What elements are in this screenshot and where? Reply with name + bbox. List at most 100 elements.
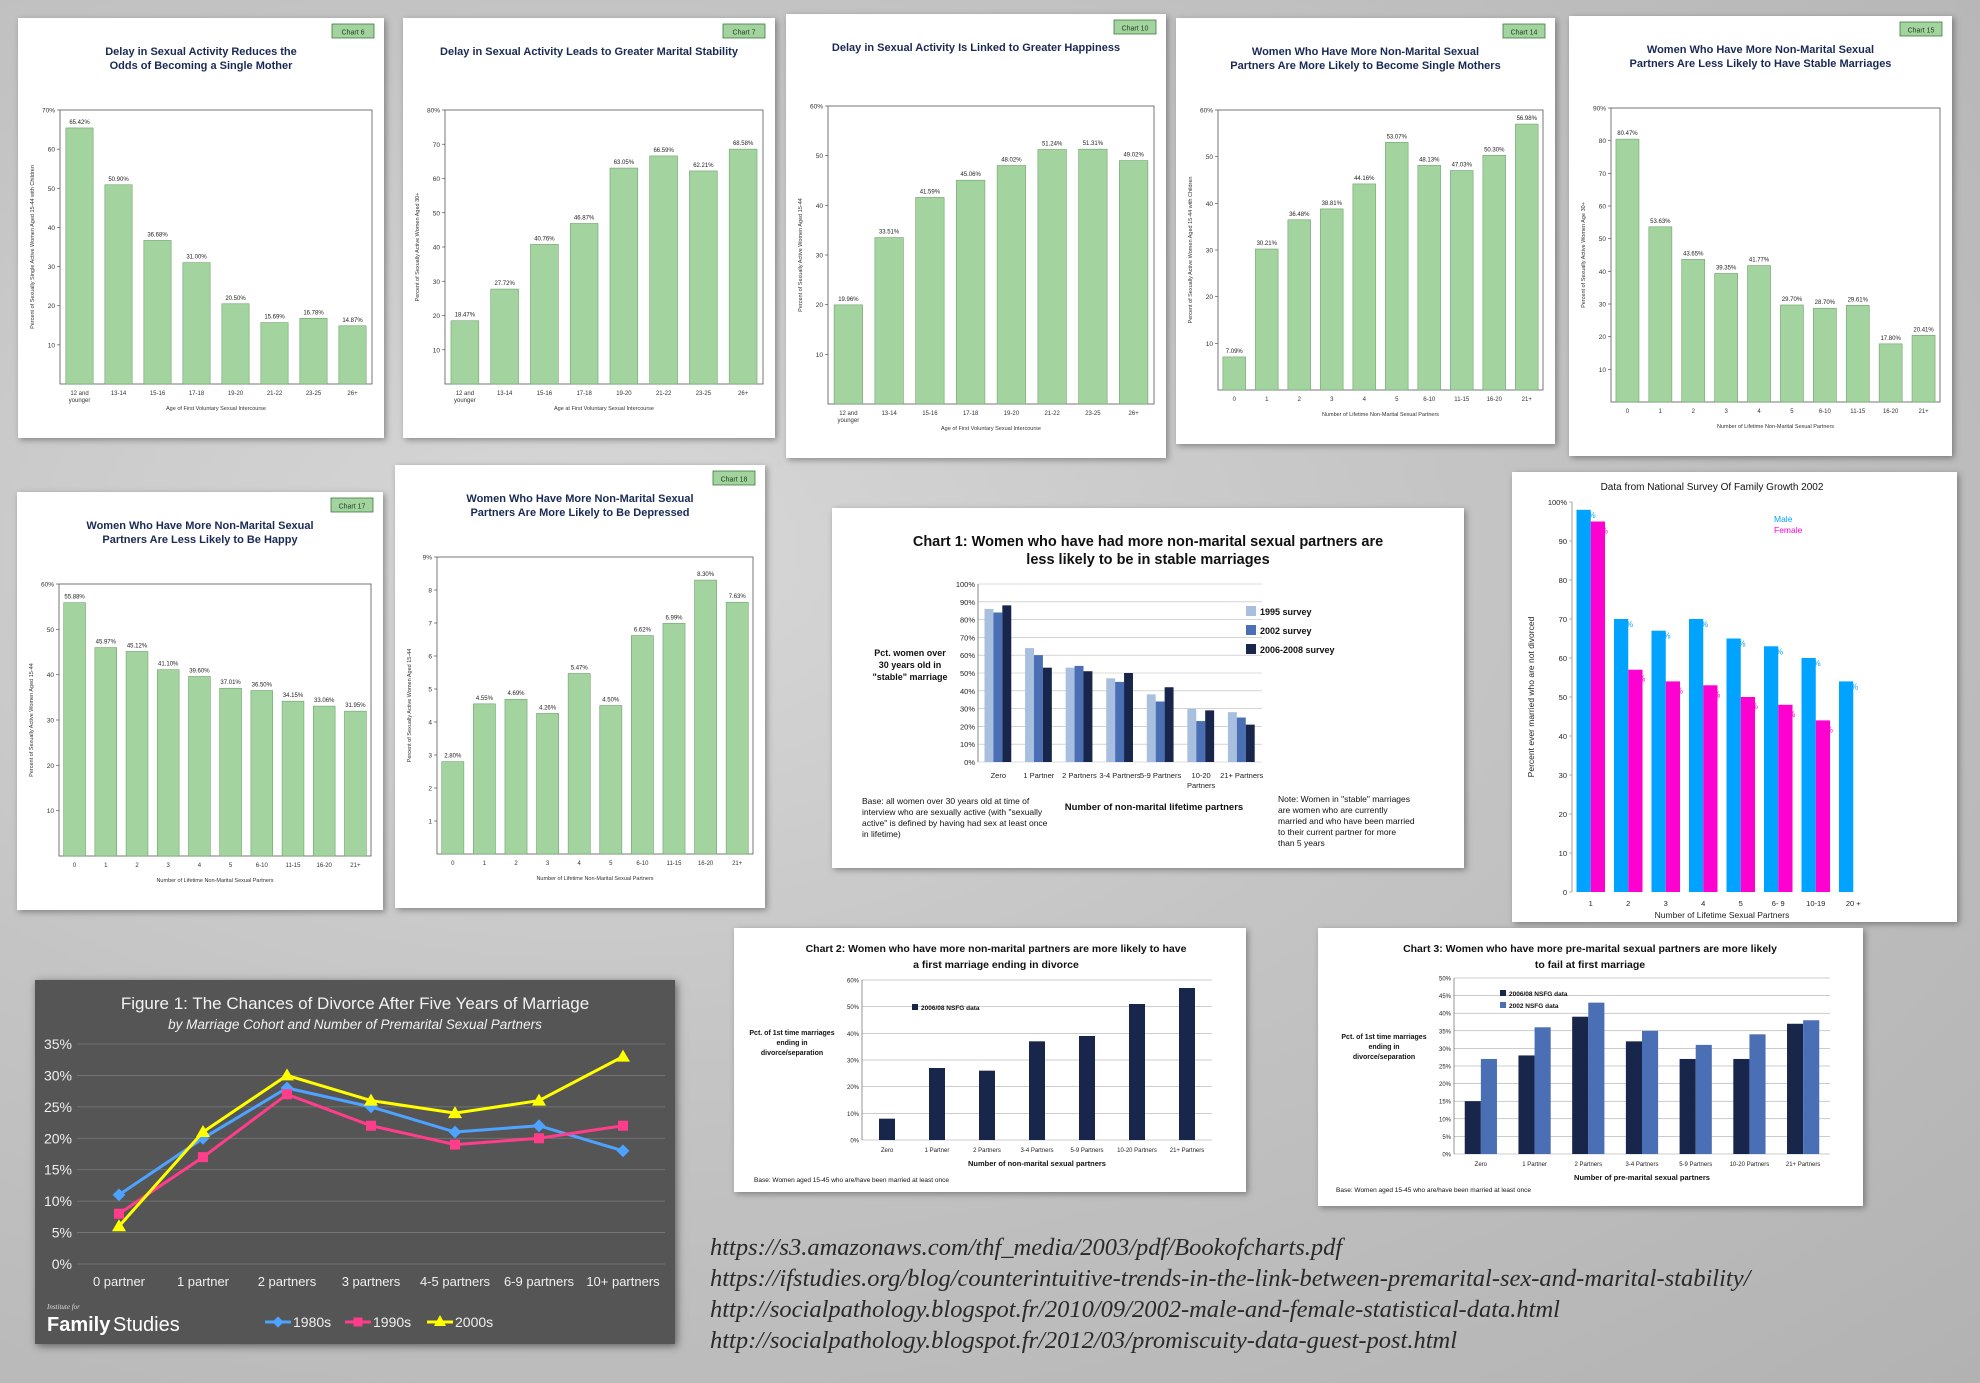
bar — [1205, 710, 1215, 762]
y-tick-label: 70 — [1559, 615, 1567, 624]
chart-15-svg: Chart 15 Women Who Have More Non-Marital … — [1581, 21, 1943, 430]
plot-frame — [436, 556, 754, 855]
x-tick-label: younger — [69, 398, 91, 404]
bar — [63, 602, 86, 857]
x-axis-label: Number of non-marital sexual partners — [968, 1159, 1106, 1168]
y-tick-label: 50 — [48, 186, 56, 193]
y-tick-label: 40 — [1206, 201, 1214, 208]
data-point — [366, 1120, 376, 1131]
data-point — [618, 1120, 628, 1131]
bar — [609, 167, 639, 385]
bar-value-label: 16.78% — [303, 310, 324, 316]
y-tick-label: 0 — [1563, 888, 1567, 897]
bar — [1714, 273, 1738, 403]
y-tick-label: 50 — [1206, 154, 1214, 161]
bar-value-label: 51.24% — [1042, 142, 1063, 148]
y-axis-label-line: Pct. women over — [874, 648, 946, 658]
source-url-1[interactable]: https://s3.amazonaws.com/thf_media/2003/… — [710, 1234, 1343, 1261]
y-tick-label: 90% — [960, 598, 975, 607]
y-tick-label: 50% — [960, 669, 975, 678]
x-tick-label: 1 — [483, 861, 487, 867]
legend-swatch — [1246, 644, 1256, 654]
bar — [1320, 208, 1344, 391]
legend-label: 1995 survey — [1260, 607, 1312, 617]
chart-title-line: Women Who Have More Non-Marital Sexual — [466, 493, 693, 505]
bar-value-label: 51.31% — [1083, 141, 1104, 147]
bar-value-label: 50.90% — [108, 177, 129, 183]
y-tick-label: 20% — [960, 722, 975, 731]
bar — [1615, 138, 1640, 403]
chart-title-line: Delay in Sexual Activity Reduces the — [105, 46, 297, 58]
bar — [1037, 149, 1067, 405]
legend-swatch — [912, 1004, 918, 1010]
chart-title-line: Chart 3: Women who have more pre-marital… — [1403, 943, 1777, 955]
bar — [689, 170, 718, 385]
bar-value-label: 45.06% — [960, 172, 981, 178]
x-tick-label: 5 — [229, 863, 233, 869]
chart-badge — [1113, 19, 1157, 35]
x-tick-label: 2 — [1692, 409, 1696, 415]
y-tick-label: 15% — [1439, 1100, 1452, 1106]
nsfg-2002-panel: Data from National Survey Of Family Grow… — [1512, 472, 1957, 922]
x-tick-label: 3 — [167, 863, 171, 869]
chart-badge — [330, 497, 374, 513]
chart-18-svg: Chart 18 Women Who Have More Non-Marital … — [407, 470, 756, 882]
x-tick-label: 10-19 — [1806, 899, 1825, 908]
source-url-4[interactable]: http://socialpathology.blogspot.fr/2012/… — [710, 1327, 1457, 1354]
chart-6-panel: Chart 6 Delay in Sexual Activity Reduces … — [18, 18, 384, 438]
footnote-line: married and who have been married — [1278, 816, 1415, 826]
y-tick-label: 10% — [1439, 1117, 1452, 1123]
figure-1-svg: Figure 1: The Chances of Divorce After F… — [44, 994, 665, 1336]
bar — [1778, 704, 1793, 892]
chart-badge — [331, 23, 375, 39]
plot-frame — [1610, 107, 1941, 403]
nsfg-2002-svg: Data from National Survey Of Family Grow… — [1526, 482, 1861, 920]
bar-value-label: 4.50% — [602, 698, 620, 704]
x-tick-label: 12 and — [70, 391, 88, 397]
bar — [504, 698, 528, 855]
y-tick-label: 50 — [816, 153, 824, 160]
chart-title-line: a first marriage ending in divorce — [913, 959, 1079, 971]
bar — [1787, 1023, 1804, 1154]
y-tick-label: 9% — [423, 555, 433, 562]
x-tick-label: 0 partner — [93, 1274, 146, 1289]
bar — [1124, 673, 1133, 762]
bar — [94, 647, 118, 857]
x-tick-label: 1 — [1589, 899, 1593, 908]
bar-value-label: 20.50% — [225, 296, 246, 302]
x-tick-label: 21+ — [350, 863, 361, 869]
bar-value-label: 70% — [1617, 620, 1633, 629]
figure-1-panel: Figure 1: The Chances of Divorce After F… — [35, 980, 675, 1344]
y-tick-label: 0% — [964, 758, 975, 767]
chart-title-line: Women Who Have More Non-Marital Sexual — [1252, 46, 1479, 58]
bar — [1780, 304, 1804, 403]
bar — [1196, 721, 1206, 762]
bar — [1839, 681, 1854, 892]
x-axis-label: Number of Lifetime Non-Marital Sexual Pa… — [1322, 412, 1439, 418]
bar — [1740, 697, 1755, 892]
y-tick-label: 30 — [47, 718, 55, 725]
logo-studies: Studies — [113, 1314, 180, 1336]
bar — [879, 1118, 895, 1140]
chart-badge — [1502, 23, 1546, 39]
chart-title-line: Odds of Becoming a Single Mother — [110, 60, 293, 72]
bar — [662, 623, 686, 855]
x-tick-label: 5-9 Partners — [1070, 1148, 1103, 1154]
source-url-3[interactable]: http://socialpathology.blogspot.fr/2010/… — [710, 1296, 1560, 1323]
x-tick-label: 15-16 — [922, 411, 938, 417]
bar-value-label: 56.98% — [1517, 116, 1538, 122]
x-tick-label: 11-15 — [286, 863, 302, 869]
y-tick-label: 20 — [47, 763, 55, 770]
y-axis-label-line: divorce/separation — [1353, 1054, 1415, 1061]
y-tick-label: 5% — [1442, 1135, 1451, 1141]
legend-label: 2002 survey — [1260, 626, 1312, 636]
y-tick-label: 30 — [816, 253, 824, 260]
base-note-line: interview who are sexually active (with … — [862, 807, 1043, 817]
x-tick-label: younger — [454, 398, 476, 404]
source-url-2[interactable]: https://ifstudies.org/blog/counterintuit… — [710, 1265, 1751, 1292]
bar — [1119, 160, 1149, 405]
legend-label: Male — [1774, 514, 1793, 524]
x-tick-label: 2 — [1626, 899, 1630, 908]
y-tick-label: 7 — [428, 621, 432, 628]
chart-2-panel: Chart 2: Women who have more non-marital… — [734, 928, 1246, 1192]
